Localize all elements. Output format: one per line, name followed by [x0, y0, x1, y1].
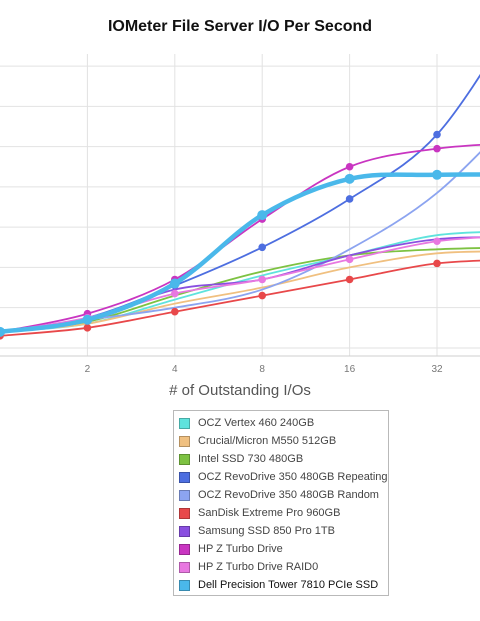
series-line	[0, 143, 480, 333]
data-point	[258, 291, 267, 300]
series-8	[0, 236, 480, 336]
legend-item-3: OCZ RevoDrive 350 480GB Repeating	[179, 468, 388, 486]
grid-layer	[0, 54, 480, 357]
x-tick-label: 2	[85, 364, 91, 375]
legend-item-2: Intel SSD 730 480GB	[179, 450, 388, 468]
legend-swatch	[179, 579, 190, 591]
series-4	[0, 151, 480, 333]
series-9	[0, 169, 480, 337]
legend: OCZ Vertex 460 240GB Crucial/Micron M550 …	[173, 410, 389, 596]
data-point	[82, 314, 93, 325]
data-point	[258, 275, 267, 284]
legend-item-4: OCZ RevoDrive 350 480GB Random	[179, 486, 388, 504]
legend-swatch	[179, 453, 190, 465]
x-tick-label: 16	[344, 364, 356, 375]
legend-item-0: OCZ Vertex 460 240GB	[179, 414, 388, 432]
data-point	[345, 162, 354, 171]
legend-label: OCZ Vertex 460 240GB	[198, 417, 315, 429]
data-point	[257, 210, 268, 221]
legend-label: HP Z Turbo Drive RAID0	[198, 561, 319, 573]
series-1	[0, 250, 480, 333]
data-point	[433, 237, 441, 246]
series-line	[0, 151, 480, 333]
legend-label: Intel SSD 730 480GB	[198, 453, 304, 465]
legend-label: Crucial/Micron M550 512GB	[198, 435, 337, 447]
legend-swatch	[179, 417, 190, 429]
x-tick-label: 8	[259, 364, 265, 375]
data-point	[433, 144, 441, 153]
series-line	[0, 172, 480, 335]
legend-item-5: SanDisk Extreme Pro 960GB	[179, 504, 388, 522]
legend-swatch	[179, 435, 190, 447]
legend-label: Samsung SSD 850 Pro 1TB	[198, 525, 335, 537]
data-point	[171, 289, 179, 298]
legend-item-1: Crucial/Micron M550 512GB	[179, 432, 388, 450]
legend-label: OCZ RevoDrive 350 480GB Random	[198, 489, 379, 501]
data-point	[83, 324, 92, 332]
x-tick-label: 4	[172, 364, 178, 375]
data-point	[345, 195, 354, 203]
legend-swatch	[179, 489, 190, 501]
legend-item-9: Dell Precision Tower 7810 PCIe SSD	[179, 576, 388, 594]
line-chart: 2 4 8 16 32	[0, 54, 480, 375]
chart-title: IOMeter File Server I/O Per Second	[107, 18, 373, 35]
legend-label: Dell Precision Tower 7810 PCIe SSD	[198, 579, 379, 591]
data-point	[344, 173, 355, 184]
data-point	[433, 259, 441, 268]
legend-item-7: HP Z Turbo Drive	[179, 540, 388, 558]
data-point	[432, 169, 443, 180]
series-3	[0, 73, 480, 336]
series-5	[0, 259, 480, 340]
legend-item-8: HP Z Turbo Drive RAID0	[179, 558, 388, 576]
data-point	[345, 275, 354, 284]
legend-swatch	[179, 543, 190, 555]
legend-swatch	[179, 525, 190, 537]
series-layer	[0, 73, 480, 340]
legend-label: OCZ RevoDrive 350 480GB Repeating	[198, 471, 388, 483]
data-point	[171, 307, 179, 316]
x-axis-title: # of Outstanding I/Os	[169, 382, 311, 399]
data-point	[345, 255, 354, 264]
series-2	[0, 247, 480, 333]
legend-swatch	[179, 561, 190, 573]
data-point	[433, 130, 441, 139]
series-line	[0, 250, 480, 333]
data-point	[258, 243, 267, 252]
legend-label: HP Z Turbo Drive	[198, 543, 283, 555]
series-line	[0, 247, 480, 333]
x-tick-label: 32	[431, 364, 443, 375]
data-point	[0, 326, 5, 337]
data-point	[169, 278, 180, 289]
series-7	[0, 143, 480, 336]
legend-swatch	[179, 471, 190, 483]
legend-label: SanDisk Extreme Pro 960GB	[198, 507, 341, 519]
legend-swatch	[179, 507, 190, 519]
tick-layer: 2 4 8 16 32	[85, 364, 443, 375]
legend-item-6: Samsung SSD 850 Pro 1TB	[179, 522, 388, 540]
